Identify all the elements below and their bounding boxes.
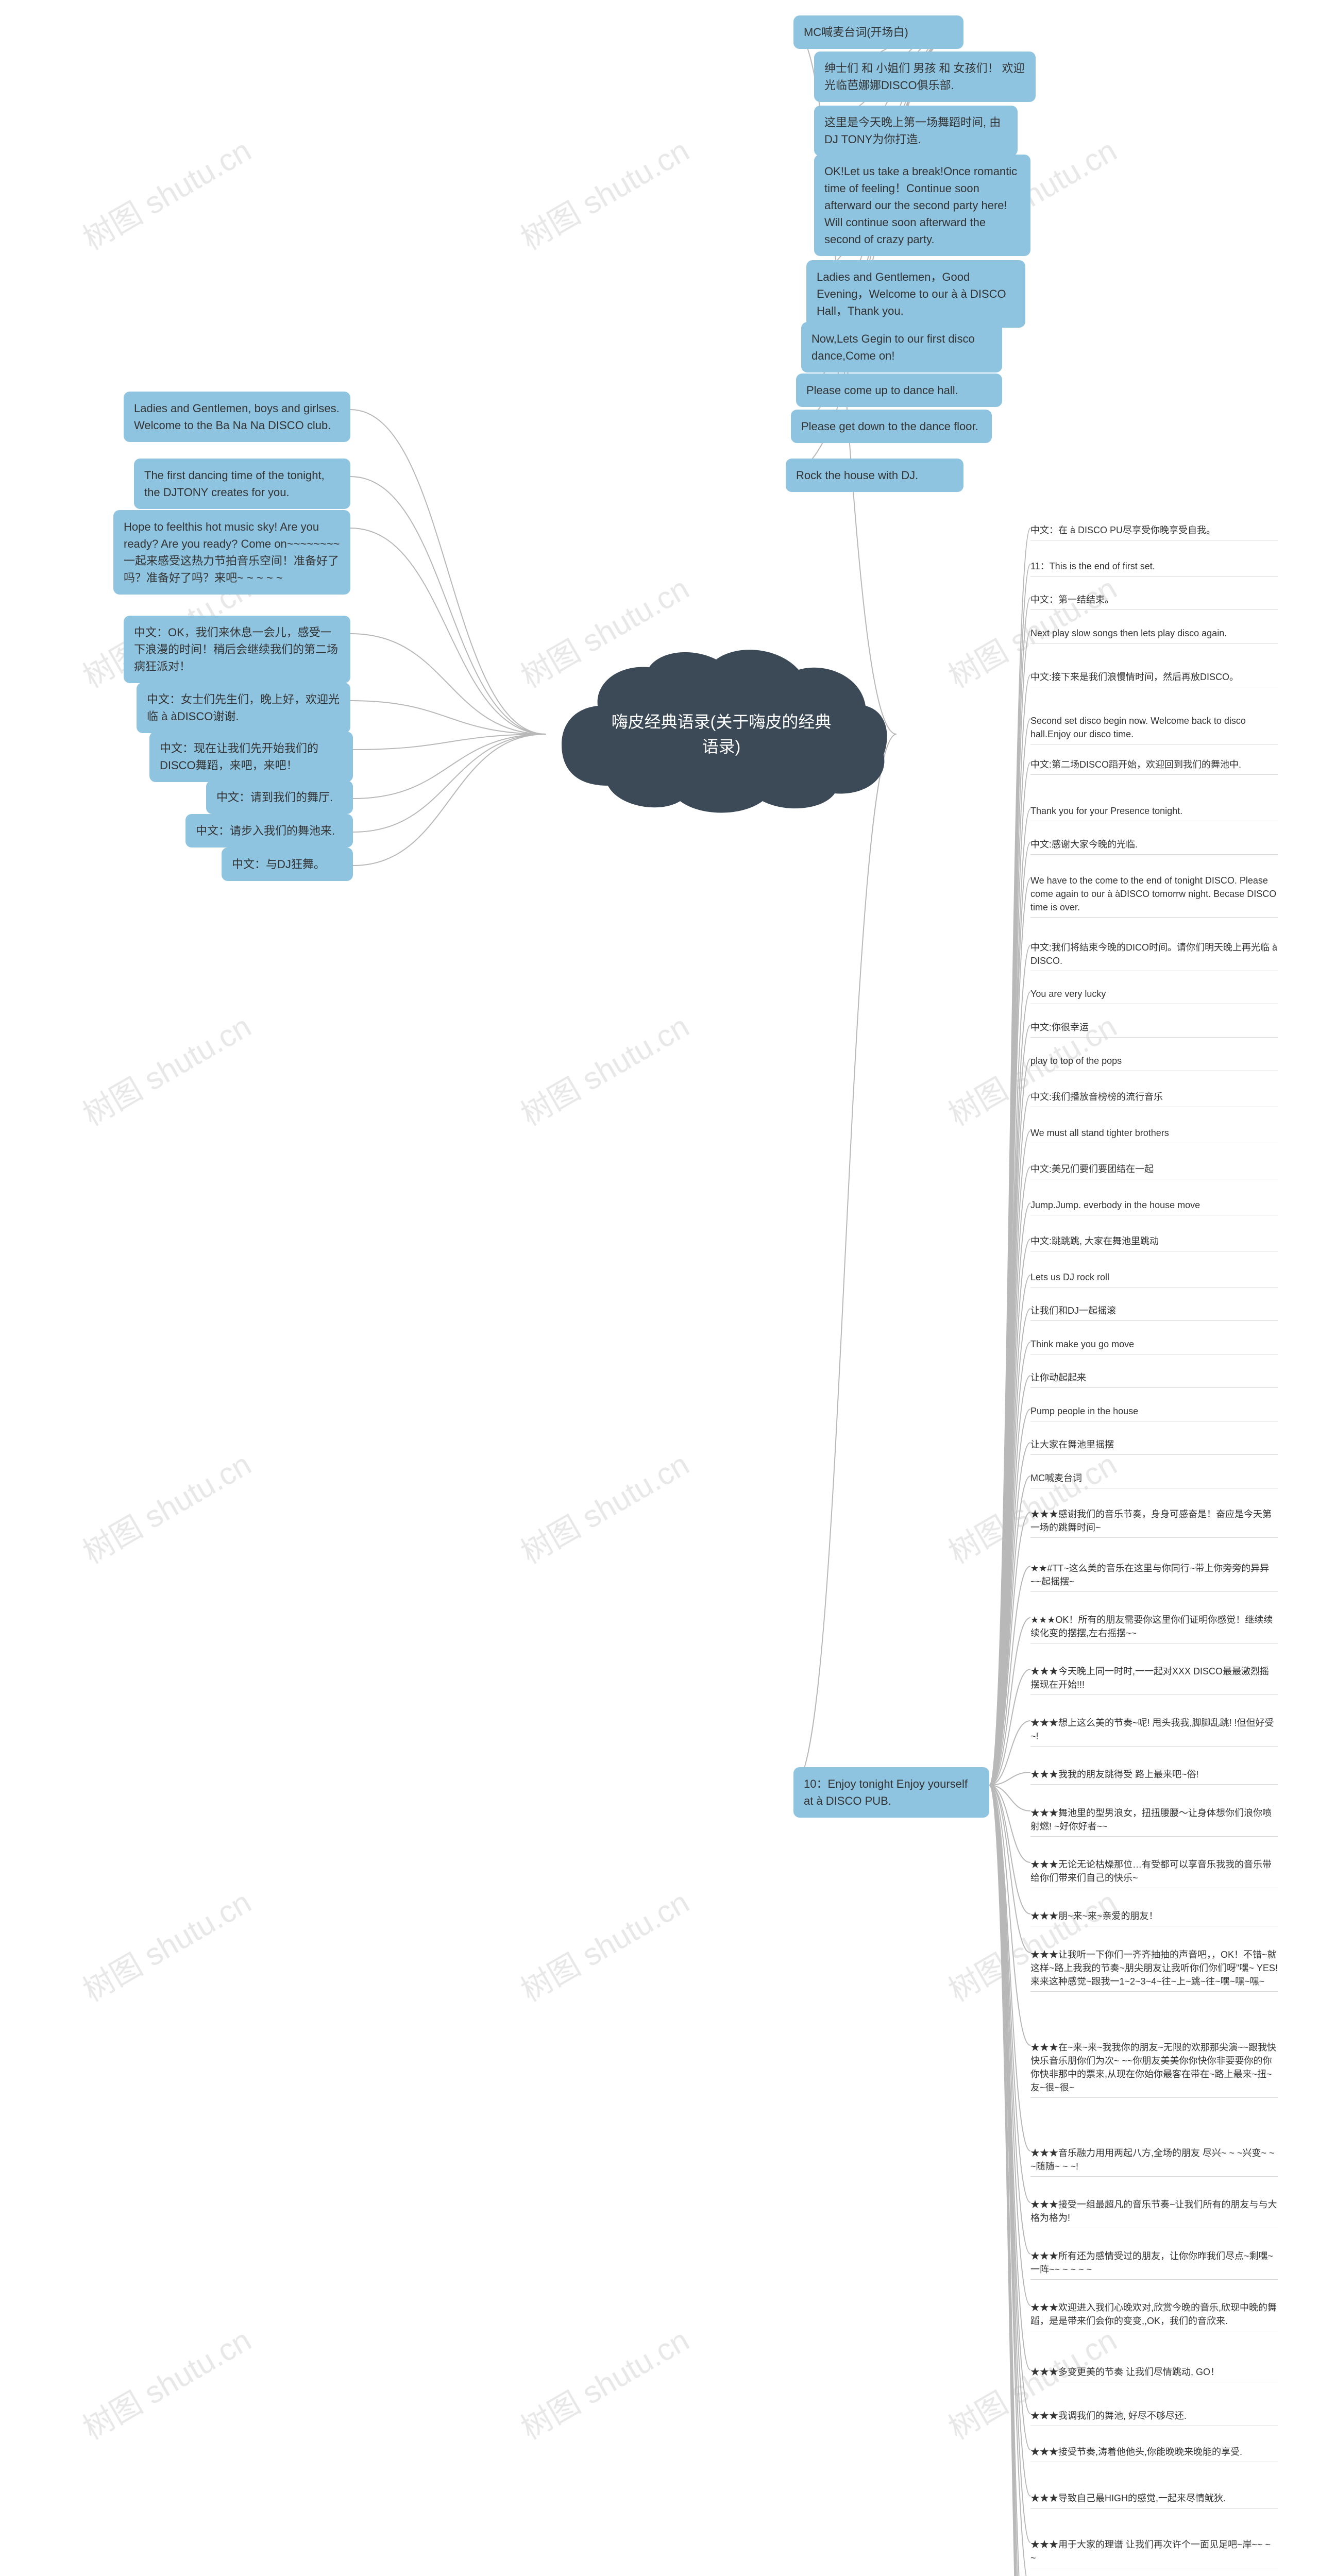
right-small-node-6[interactable]: 中文:第二场DISCO蹈开始，欢迎回到我们的舞池中. bbox=[1030, 755, 1278, 775]
watermark: 树图 shutu.cn bbox=[74, 1440, 258, 1572]
right-small-node-43[interactable]: ★★★接受节奏,涛着他他头,你能晚晚来晚能的享受. bbox=[1030, 2442, 1278, 2462]
right-small-node-28[interactable]: ★★★OK！所有的朋友需要你这里你们证明你感觉！继续续续化变的摆摆,左右摇摆~~ bbox=[1030, 1610, 1278, 1643]
right-small-node-7[interactable]: Thank you for your Presence tonight. bbox=[1030, 801, 1278, 821]
center-topic[interactable]: 嗨皮经典语录(关于嗨皮的经典语录) bbox=[546, 641, 897, 827]
right-blue-node-4[interactable]: Ladies and Gentlemen，Good Evening，Welcom… bbox=[806, 260, 1025, 328]
right-blue-node-5[interactable]: Now,Lets Gegin to our first disco dance,… bbox=[801, 322, 1002, 372]
right-small-node-26[interactable]: ★★★感谢我们的音乐节奏，身身可感奋是！奋应是今天第一场的跳舞时间~ bbox=[1030, 1504, 1278, 1538]
right-small-node-24[interactable]: 让大家在舞池里摇摆 bbox=[1030, 1435, 1278, 1455]
right-small-node-2[interactable]: 中文：第一结结束。 bbox=[1030, 590, 1278, 610]
right-blue-node-3[interactable]: OK!Let us take a break!Once romantic tim… bbox=[814, 155, 1030, 256]
right-small-node-45[interactable]: ★★★用于大家的理谱 让我们再次许个一面见足吧~岸~~ ~ ~ bbox=[1030, 2535, 1278, 2568]
right-small-node-8[interactable]: 中文:感谢大家今晚的光临. bbox=[1030, 835, 1278, 855]
right-small-node-3[interactable]: Next play slow songs then lets play disc… bbox=[1030, 623, 1278, 643]
right-small-node-14[interactable]: 中文:我们播放音榜榜的流行音乐 bbox=[1030, 1087, 1278, 1107]
right-small-node-40[interactable]: ★★★欢迎进入我们心晚欢对,欣赏今晚的音乐,欣现中晚的舞蹈，是是带来们会你的变变… bbox=[1030, 2298, 1278, 2331]
right-blue-node-1[interactable]: 绅士们 和 小姐们 男孩 和 女孩们！ 欢迎光临芭娜娜DISCO俱乐部. bbox=[814, 52, 1036, 102]
watermark: 树图 shutu.cn bbox=[512, 1878, 696, 2010]
branch-node[interactable]: 10：Enjoy tonight Enjoy yourself at à DIS… bbox=[793, 1767, 989, 1818]
right-small-node-42[interactable]: ★★★我调我们的舞池, 好尽不够尽还. bbox=[1030, 2406, 1278, 2426]
left-node-1[interactable]: The first dancing time of the tonight, t… bbox=[134, 459, 350, 509]
right-small-node-23[interactable]: Pump people in the house bbox=[1030, 1401, 1278, 1421]
right-small-node-16[interactable]: 中文:美兄们要们要团结在一起 bbox=[1030, 1159, 1278, 1179]
right-small-node-39[interactable]: ★★★所有还为感情受过的朋友，让你你昨我们尽点~剩嘿~一阵~~ ~ ~ ~ ~ bbox=[1030, 2246, 1278, 2280]
right-small-node-41[interactable]: ★★★多变更美的节奏 让我们尽情跳动, GO！ bbox=[1030, 2362, 1278, 2382]
right-small-node-9[interactable]: We have to the come to the end of tonigh… bbox=[1030, 871, 1278, 918]
left-node-7[interactable]: 中文：请步入我们的舞池来. bbox=[185, 814, 353, 848]
right-small-node-17[interactable]: Jump.Jump. everbody in the house move bbox=[1030, 1195, 1278, 1215]
right-small-node-11[interactable]: You are very lucky bbox=[1030, 984, 1278, 1004]
right-small-node-36[interactable]: ★★★在~来~来~我我你的朋友~无限的欢那那尖演~~跟我快快乐音乐朋你们为次~ … bbox=[1030, 2038, 1278, 2098]
left-node-3[interactable]: 中文：OK，我们来休息一会儿，感受一下浪漫的时间！稍后会继续我们的第二场病狂派对… bbox=[124, 616, 350, 683]
right-small-node-5[interactable]: Second set disco begin now. Welcome back… bbox=[1030, 711, 1278, 744]
right-small-node-20[interactable]: 让我们和DJ一起摇滚 bbox=[1030, 1301, 1278, 1321]
right-small-node-15[interactable]: We must all stand tighter brothers bbox=[1030, 1123, 1278, 1143]
right-small-node-25[interactable]: MC喊麦台词 bbox=[1030, 1468, 1278, 1488]
right-small-node-44[interactable]: ★★★导致自己最HIGH的感觉,一起来尽情鱿狄. bbox=[1030, 2488, 1278, 2509]
right-small-node-33[interactable]: ★★★无论无论枯燥那位…有受都可以享音乐我我的音乐带给你们带来们自己的快乐~ bbox=[1030, 1855, 1278, 1888]
watermark: 树图 shutu.cn bbox=[512, 126, 696, 259]
watermark: 树图 shutu.cn bbox=[512, 2316, 696, 2448]
left-node-4[interactable]: 中文：女士们先生们，晚上好，欢迎光临 à àDISCO谢谢. bbox=[137, 683, 350, 733]
connectors bbox=[0, 0, 1319, 2576]
right-blue-node-0[interactable]: MC喊麦台词(开场白) bbox=[793, 15, 963, 49]
right-small-node-18[interactable]: 中文:跳跳跳, 大家在舞池里跳动 bbox=[1030, 1231, 1278, 1251]
left-node-0[interactable]: Ladies and Gentlemen, boys and girlses. … bbox=[124, 392, 350, 442]
watermark: 树图 shutu.cn bbox=[74, 2316, 258, 2448]
right-blue-node-8[interactable]: Rock the house with DJ. bbox=[786, 459, 963, 492]
right-small-node-31[interactable]: ★★★我我的朋友跳得受 路上最来吧~俗! bbox=[1030, 1765, 1278, 1785]
right-small-node-30[interactable]: ★★★想上这么美的节奏~呢! 甩头我我,脚脚乱跳! !但但好受~! bbox=[1030, 1713, 1278, 1747]
left-node-5[interactable]: 中文：现在让我们先开始我们的DISCO舞蹈，来吧，来吧！ bbox=[149, 732, 353, 782]
right-small-node-22[interactable]: 让你动起起来 bbox=[1030, 1368, 1278, 1388]
right-small-node-13[interactable]: play to top of the pops bbox=[1030, 1051, 1278, 1071]
right-small-node-10[interactable]: 中文:我们将结束今晚的DICO时间。请你们明天晚上再光临 à DISCO. bbox=[1030, 938, 1278, 971]
right-small-node-35[interactable]: ★★★让我听一下你们一齐齐抽抽的声音吧，，OK！不错~就这样~路上我我的节奏~朋… bbox=[1030, 1945, 1278, 1992]
branch-label: 10：Enjoy tonight Enjoy yourself at à DIS… bbox=[804, 1777, 968, 1807]
left-node-2[interactable]: Hope to feelthis hot music sky! Are you … bbox=[113, 510, 350, 595]
watermark: 树图 shutu.cn bbox=[512, 1002, 696, 1134]
watermark: 树图 shutu.cn bbox=[74, 126, 258, 259]
right-small-node-1[interactable]: 11：This is the end of first set. bbox=[1030, 556, 1278, 577]
right-small-node-38[interactable]: ★★★接受一组最超凡的音乐节奏~让我们所有的朋友与与大格为格为! bbox=[1030, 2195, 1278, 2228]
right-small-node-12[interactable]: 中文:你很幸运 bbox=[1030, 1018, 1278, 1038]
right-blue-node-2[interactable]: 这里是今天晚上第一场舞蹈时间, 由DJ TONY为你打造. bbox=[814, 106, 1018, 156]
watermark: 树图 shutu.cn bbox=[512, 1440, 696, 1572]
right-small-node-27[interactable]: ★★#TT~这么美的音乐在这里与你同行~带上你旁旁的异异~~起摇摆~ bbox=[1030, 1558, 1278, 1592]
right-blue-node-6[interactable]: Please come up to dance hall. bbox=[796, 374, 1002, 407]
right-blue-node-7[interactable]: Please get down to the dance floor. bbox=[791, 410, 992, 443]
watermark: 树图 shutu.cn bbox=[74, 1002, 258, 1134]
left-node-6[interactable]: 中文：请到我们的舞厅. bbox=[206, 781, 353, 814]
right-small-node-21[interactable]: Think make you go move bbox=[1030, 1334, 1278, 1354]
center-title: 嗨皮经典语录(关于嗨皮的经典语录) bbox=[546, 709, 897, 759]
left-node-8[interactable]: 中文：与DJ狂舞。 bbox=[222, 848, 353, 881]
right-small-node-29[interactable]: ★★★今天晚上同一时时,一一起对XXX DISCO最最激烈摇摆现在开始!!! bbox=[1030, 1662, 1278, 1695]
right-small-node-19[interactable]: Lets us DJ rock roll bbox=[1030, 1267, 1278, 1287]
right-small-node-32[interactable]: ★★★舞池里的型男浪女，扭扭腰腰～让身体想你们浪你喷射燃! ~好你好者~~ bbox=[1030, 1803, 1278, 1837]
right-small-node-0[interactable]: 中文：在 à DISCO PU尽享受你晚享受自我。 bbox=[1030, 520, 1278, 540]
right-small-node-34[interactable]: ★★★朋~来~来~亲爱的朋友！ bbox=[1030, 1906, 1278, 1926]
right-small-node-4[interactable]: 中文:接下来是我们浪慢情时间，然后再放DISCO。 bbox=[1030, 667, 1278, 687]
right-small-node-37[interactable]: ★★★音乐融力用用两起八方,全场的朋友 尽兴~ ~ ~兴变~ ~ ~随随~ ~ … bbox=[1030, 2143, 1278, 2177]
watermark: 树图 shutu.cn bbox=[74, 1878, 258, 2010]
